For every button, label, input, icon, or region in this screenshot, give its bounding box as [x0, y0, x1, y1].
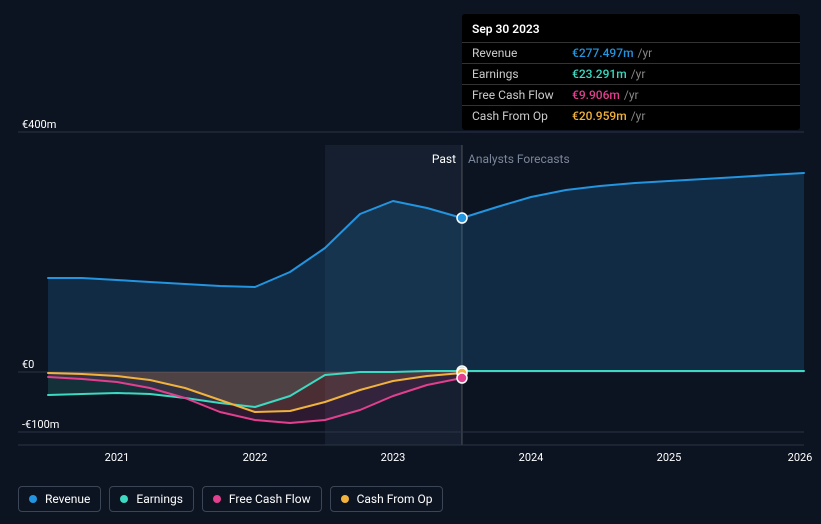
tooltip-row-value: €20.959m [572, 109, 627, 123]
tooltip-row-label: Free Cash Flow [472, 88, 572, 102]
legend-item-earnings[interactable]: Earnings [109, 486, 194, 512]
legend-dot-icon [213, 495, 221, 503]
tooltip-row: Cash From Op€20.959m/yr [462, 105, 800, 126]
chart-legend: Revenue Earnings Free Cash Flow Cash From O… [18, 486, 443, 512]
legend-dot-icon [120, 495, 128, 503]
tooltip-row-unit: /yr [624, 88, 639, 102]
tooltip-row-value: €9.906m [572, 88, 620, 102]
tooltip-date: Sep 30 2023 [462, 22, 800, 42]
tooltip-row-unit: /yr [638, 46, 653, 60]
tooltip-row-label: Earnings [472, 67, 572, 81]
legend-label: Free Cash Flow [229, 492, 311, 506]
tooltip-row: Revenue€277.497m/yr [462, 42, 800, 63]
legend-item-fcf[interactable]: Free Cash Flow [202, 486, 322, 512]
region-label-forecast: Analysts Forecasts [468, 152, 570, 166]
tooltip-row-unit: /yr [631, 67, 646, 81]
x-axis-label: 2022 [243, 451, 268, 464]
region-label-past: Past [432, 152, 456, 166]
tooltip-row: Free Cash Flow€9.906m/yr [462, 84, 800, 105]
legend-dot-icon [341, 495, 349, 503]
x-axis-label: 2025 [657, 451, 682, 464]
y-axis-label: €400m [22, 118, 56, 131]
legend-dot-icon [29, 495, 37, 503]
legend-label: Revenue [45, 492, 90, 506]
chart-tooltip: Sep 30 2023 Revenue€277.497m/yrEarnings€… [462, 14, 800, 130]
x-axis-label: 2026 [788, 451, 813, 464]
tooltip-row-unit: /yr [631, 109, 646, 123]
tooltip-row-label: Cash From Op [472, 109, 572, 123]
x-axis-label: 2023 [381, 451, 406, 464]
x-axis-label: 2024 [519, 451, 544, 464]
legend-item-revenue[interactable]: Revenue [18, 486, 101, 512]
tooltip-row-value: €277.497m [572, 46, 634, 60]
y-axis-label: -€100m [22, 418, 59, 431]
tooltip-row: Earnings€23.291m/yr [462, 63, 800, 84]
tooltip-row-value: €23.291m [572, 67, 627, 81]
x-axis-label: 2021 [105, 451, 130, 464]
legend-item-cfo[interactable]: Cash From Op [330, 486, 444, 512]
y-axis-label: €0 [22, 358, 34, 371]
legend-label: Earnings [136, 492, 183, 506]
legend-label: Cash From Op [357, 492, 433, 506]
tooltip-row-label: Revenue [472, 46, 572, 60]
